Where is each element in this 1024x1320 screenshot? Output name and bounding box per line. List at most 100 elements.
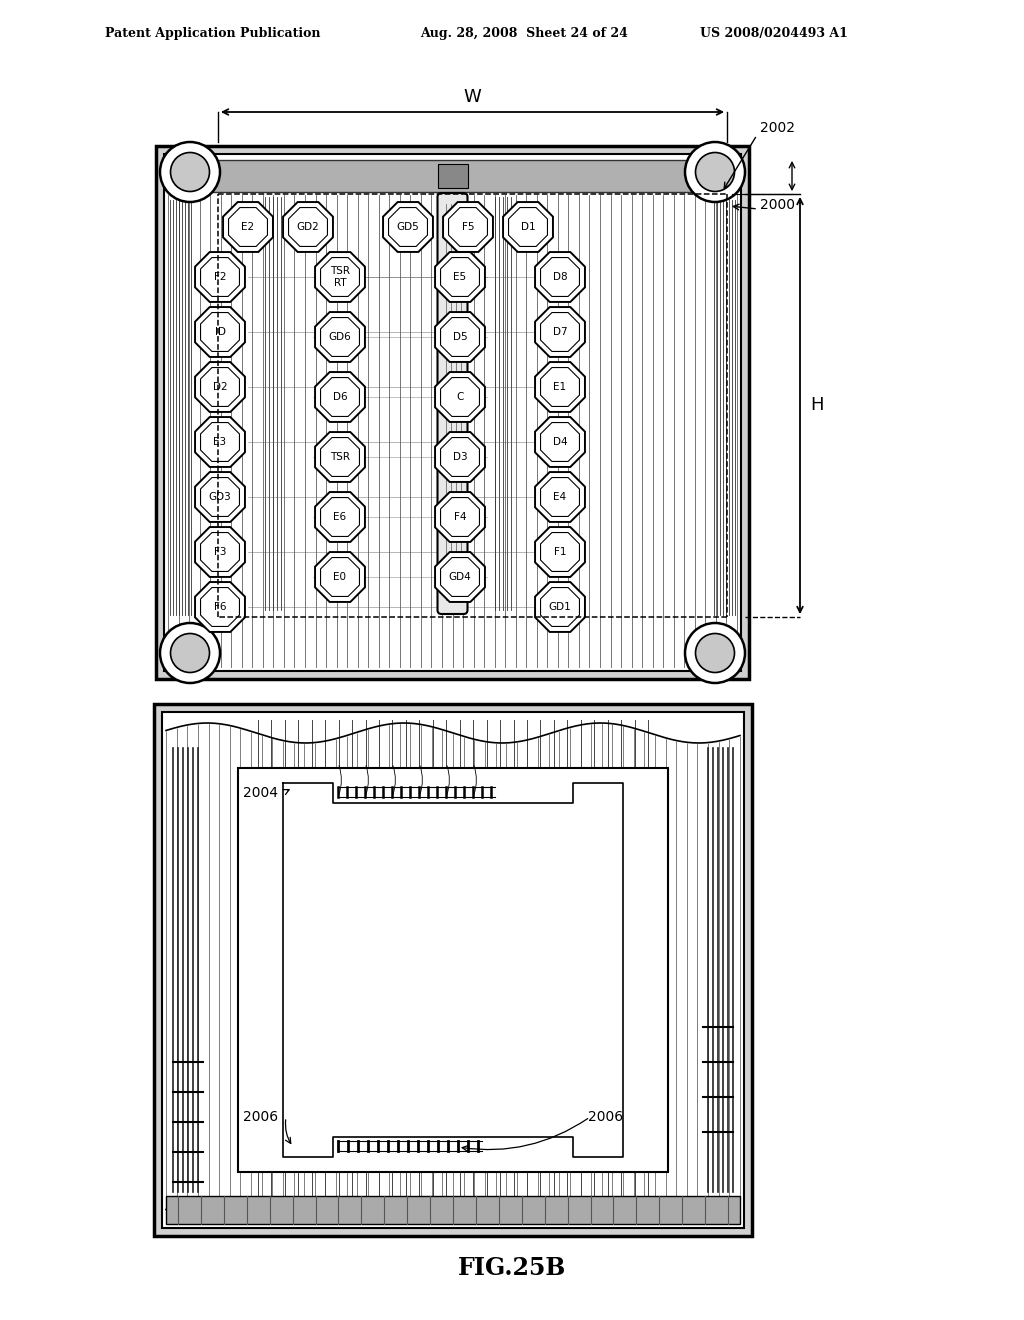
Polygon shape [321,318,359,356]
Text: F3: F3 [214,546,226,557]
Polygon shape [383,202,433,252]
Polygon shape [435,252,485,302]
Circle shape [160,623,220,682]
Polygon shape [536,252,585,302]
Polygon shape [536,527,585,577]
Text: FIG.25B: FIG.25B [458,1257,566,1280]
Polygon shape [449,207,487,247]
Text: E2: E2 [242,222,255,232]
Polygon shape [315,372,365,422]
Polygon shape [201,367,240,407]
Polygon shape [541,587,580,627]
Polygon shape [388,207,427,247]
Text: TSR: TSR [330,451,350,462]
Polygon shape [435,312,485,362]
Text: W: W [464,88,481,106]
Polygon shape [283,202,333,252]
Text: D5: D5 [453,333,467,342]
Polygon shape [536,473,585,521]
Polygon shape [440,378,479,416]
Polygon shape [195,362,245,412]
Polygon shape [315,552,365,602]
Polygon shape [440,498,479,536]
Circle shape [685,143,745,202]
Polygon shape [195,582,245,632]
Polygon shape [435,492,485,543]
Text: D2: D2 [213,381,227,392]
Polygon shape [315,312,365,362]
Polygon shape [315,432,365,482]
Polygon shape [503,202,553,252]
Text: 2004: 2004 [243,785,278,800]
Polygon shape [321,257,359,297]
Polygon shape [201,532,240,572]
Text: GD6: GD6 [329,333,351,342]
Bar [238,768,668,1172]
Polygon shape [440,257,479,297]
Text: Aug. 28, 2008  Sheet 24 of 24: Aug. 28, 2008 Sheet 24 of 24 [420,26,628,40]
Text: E6: E6 [334,512,346,521]
Polygon shape [315,492,365,543]
Polygon shape [195,417,245,467]
Text: D8: D8 [553,272,567,282]
Circle shape [171,153,210,191]
Text: D7: D7 [553,327,567,337]
Polygon shape [195,473,245,521]
Polygon shape [541,313,580,351]
Bar [168,160,737,191]
Circle shape [685,623,745,682]
Polygon shape [536,308,585,356]
Polygon shape [541,478,580,516]
Bar [437,164,468,187]
Text: C: C [457,392,464,403]
Text: 2006: 2006 [588,1110,624,1125]
Text: GD2: GD2 [297,222,319,232]
Text: 2002: 2002 [760,121,795,135]
Circle shape [695,153,734,191]
Polygon shape [201,313,240,351]
Polygon shape [541,532,580,572]
Polygon shape [321,557,359,597]
Circle shape [171,634,210,672]
Bar [154,704,752,1236]
Text: E0: E0 [334,572,346,582]
Text: F2: F2 [214,272,226,282]
Text: F5: F5 [462,222,474,232]
Text: 2006: 2006 [243,1110,279,1125]
Polygon shape [435,372,485,422]
Polygon shape [201,422,240,462]
Text: F6: F6 [214,602,226,612]
Bar [164,154,741,671]
Polygon shape [440,437,479,477]
Polygon shape [315,252,365,302]
Polygon shape [283,783,623,1158]
Polygon shape [536,362,585,412]
Bar [166,1196,740,1224]
Polygon shape [195,308,245,356]
Polygon shape [443,202,493,252]
Polygon shape [201,478,240,516]
Text: E1: E1 [553,381,566,392]
Text: GD3: GD3 [209,492,231,502]
Polygon shape [536,417,585,467]
Text: D4: D4 [553,437,567,447]
Text: E3: E3 [213,437,226,447]
Text: TSR
RT: TSR RT [330,267,350,288]
Polygon shape [228,207,267,247]
Text: D1: D1 [520,222,536,232]
Text: E4: E4 [553,492,566,502]
Text: ID: ID [214,327,225,337]
Bar [162,711,744,1228]
Polygon shape [321,437,359,477]
Circle shape [160,143,220,202]
Text: 2000: 2000 [760,198,795,213]
Polygon shape [541,257,580,297]
Polygon shape [435,432,485,482]
Polygon shape [201,257,240,297]
Text: Patent Application Publication: Patent Application Publication [105,26,321,40]
FancyBboxPatch shape [437,193,468,614]
Text: D3: D3 [453,451,467,462]
Circle shape [695,634,734,672]
Text: E5: E5 [454,272,467,282]
Polygon shape [223,202,273,252]
